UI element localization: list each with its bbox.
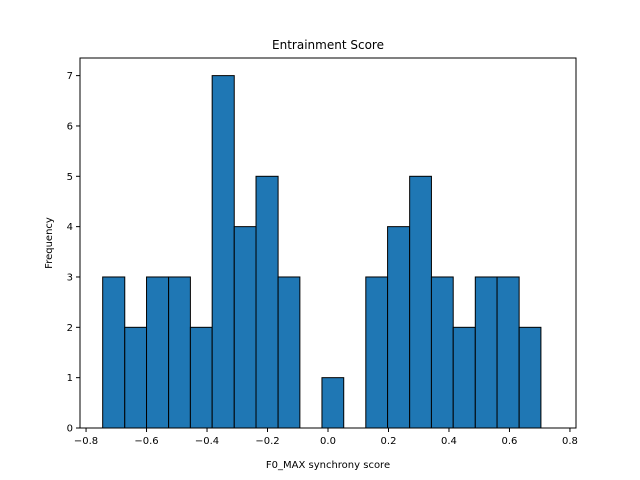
x-tick-label: −0.8	[74, 436, 98, 447]
histogram-bar	[430, 276, 454, 429]
y-tick-label: 0	[67, 424, 73, 435]
histogram-bar	[452, 326, 476, 429]
x-tick-label: 0.2	[381, 436, 397, 447]
histogram-bar	[387, 226, 411, 429]
histogram-bar	[255, 175, 279, 429]
histogram-bar	[102, 276, 126, 429]
y-axis-label: Frequency	[44, 217, 55, 269]
x-tick-label: −0.4	[195, 436, 219, 447]
y-tick-label: 1	[67, 373, 73, 384]
histogram-bar	[365, 276, 389, 429]
histogram-bar	[233, 226, 257, 429]
y-tick-label: 3	[67, 272, 73, 283]
histogram-bar	[189, 326, 213, 429]
histogram-bar	[277, 276, 301, 429]
histogram-bar	[518, 326, 542, 429]
y-axis-ticks: 0 1 2 3 4 5 6 7	[67, 71, 80, 435]
x-tick-label: 0.0	[320, 436, 336, 447]
histogram-bar	[211, 75, 235, 429]
x-tick-label: −0.6	[134, 436, 158, 447]
x-axis-ticks: −0.8 −0.6 −0.4 −0.2 0.0 0.2 0.4 0.6 0.8	[74, 428, 578, 447]
y-tick-label: 7	[67, 71, 73, 82]
histogram-bar	[146, 276, 170, 429]
x-axis-label: F0_MAX synchrony score	[266, 460, 390, 471]
y-tick-label: 5	[67, 172, 73, 183]
histogram-bar	[321, 377, 345, 429]
histogram-bars	[102, 75, 542, 429]
x-tick-label: 0.6	[502, 436, 518, 447]
x-tick-label: 0.4	[441, 436, 457, 447]
histogram-bar	[409, 175, 432, 429]
chart-title: Entrainment Score	[272, 38, 384, 52]
histogram-bar	[474, 276, 498, 429]
x-tick-label: 0.8	[562, 436, 578, 447]
histogram-bar	[124, 326, 148, 429]
y-tick-label: 6	[67, 121, 73, 132]
y-tick-label: 2	[67, 323, 73, 334]
histogram-bar	[168, 276, 191, 429]
y-tick-label: 4	[67, 222, 73, 233]
histogram-bar	[496, 276, 520, 429]
x-tick-label: −0.2	[255, 436, 279, 447]
